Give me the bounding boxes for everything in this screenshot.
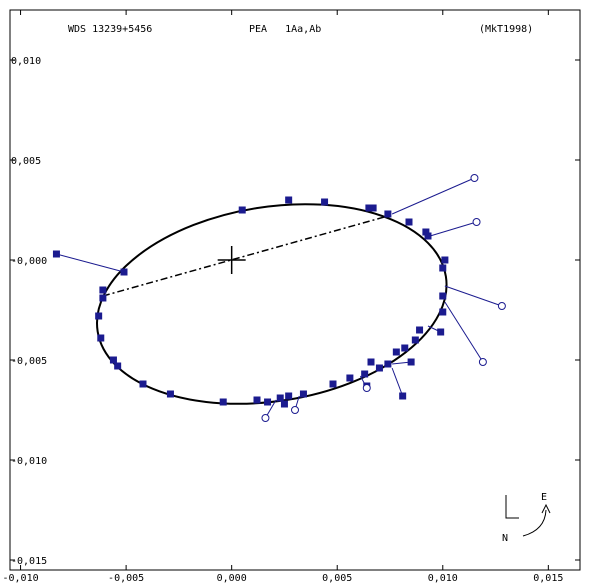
y-axis: 0,010 0,005 -0,000 -0,005 -0,010 -0,015 bbox=[10, 56, 580, 567]
observation-square bbox=[375, 364, 383, 372]
residual-line bbox=[444, 285, 503, 307]
header-wds-id: WDS 13239+5456 bbox=[68, 24, 152, 35]
observation-square bbox=[367, 358, 375, 366]
observation-square bbox=[276, 394, 284, 402]
observation-circle bbox=[478, 358, 487, 366]
observation-square bbox=[280, 400, 288, 408]
observation-square bbox=[346, 374, 354, 382]
observation-square bbox=[361, 370, 369, 378]
compass-arrow-icon bbox=[522, 509, 547, 537]
observation-square bbox=[264, 398, 272, 406]
observation-square bbox=[405, 218, 413, 226]
y-tick-label: 0,005 bbox=[11, 156, 41, 167]
compass-north-label: N bbox=[502, 533, 508, 544]
observation-square bbox=[411, 336, 419, 344]
y-tick-label: -0,015 bbox=[11, 556, 47, 567]
observation-square bbox=[407, 358, 415, 366]
observation-circle bbox=[362, 384, 371, 392]
observation-square bbox=[114, 362, 122, 370]
observation-square bbox=[285, 196, 293, 204]
observation-square bbox=[399, 392, 407, 400]
observation-square bbox=[99, 294, 107, 302]
y-tick-label: -0,010 bbox=[11, 456, 47, 467]
plot-frame bbox=[9, 9, 581, 571]
observation-square bbox=[424, 232, 432, 240]
observation-square bbox=[439, 308, 447, 316]
observation-square bbox=[139, 380, 147, 388]
observation-circle bbox=[472, 218, 481, 226]
observation-square bbox=[285, 392, 293, 400]
observation-square bbox=[384, 360, 392, 368]
residual-lines bbox=[56, 177, 503, 419]
observation-square bbox=[52, 250, 60, 258]
x-tick-label: 0,000 bbox=[217, 573, 247, 583]
observation-circle bbox=[470, 174, 479, 182]
observation-square bbox=[439, 292, 447, 300]
header-component: PEA 1Aa,Ab bbox=[249, 24, 321, 35]
observation-circle bbox=[497, 302, 506, 310]
observation-square bbox=[392, 348, 400, 356]
y-tick-label: 0,010 bbox=[11, 56, 41, 67]
observation-square bbox=[166, 390, 174, 398]
observation-circle bbox=[261, 414, 270, 422]
y-tick-label: -0,005 bbox=[11, 356, 47, 367]
compass-indicator: E N bbox=[502, 492, 551, 544]
compass-arrowhead-icon bbox=[541, 503, 551, 514]
observation-square bbox=[422, 228, 430, 236]
x-tick-label: -0,010 bbox=[2, 573, 38, 583]
observation-square bbox=[439, 264, 447, 272]
compass-axes bbox=[505, 495, 519, 519]
line-of-nodes bbox=[102, 215, 389, 297]
y-tick-label: -0,000 bbox=[11, 256, 47, 267]
observation-square bbox=[299, 390, 307, 398]
observation-circle bbox=[291, 406, 299, 414]
x-tick-label: 0,010 bbox=[428, 573, 458, 583]
observation-square bbox=[238, 206, 246, 214]
observation-square bbox=[384, 210, 392, 218]
residual-line bbox=[391, 367, 404, 397]
observation-square bbox=[109, 356, 117, 364]
observation-square bbox=[97, 334, 105, 342]
observation-square bbox=[441, 256, 449, 264]
x-tick-label: -0,005 bbox=[108, 573, 144, 583]
x-tick-label: 0,015 bbox=[533, 573, 563, 583]
orbit-ellipse bbox=[96, 203, 448, 405]
residual-line bbox=[444, 301, 484, 363]
residual-line bbox=[56, 253, 125, 273]
observation-square bbox=[120, 268, 128, 276]
observation-square bbox=[416, 326, 424, 334]
observation-square bbox=[329, 380, 337, 388]
observation-square bbox=[99, 286, 107, 294]
observation-square bbox=[365, 204, 373, 212]
header-reference: (MkT1998) bbox=[479, 24, 533, 35]
observation-square bbox=[253, 396, 261, 404]
primary-star-cross bbox=[217, 246, 246, 274]
observation-square bbox=[401, 344, 409, 352]
observation-points bbox=[52, 174, 506, 422]
observation-square bbox=[95, 312, 103, 320]
x-tick-label: 0,005 bbox=[322, 573, 352, 583]
residual-line bbox=[429, 221, 477, 237]
x-axis: -0,010 -0,005 0,000 0,005 0,010 0,015 bbox=[2, 10, 563, 583]
residual-line bbox=[391, 177, 475, 215]
observation-square bbox=[321, 198, 329, 206]
observation-square bbox=[219, 398, 227, 406]
compass-east-label: E bbox=[541, 492, 547, 503]
observation-square bbox=[437, 328, 445, 336]
observation-square bbox=[369, 204, 377, 212]
